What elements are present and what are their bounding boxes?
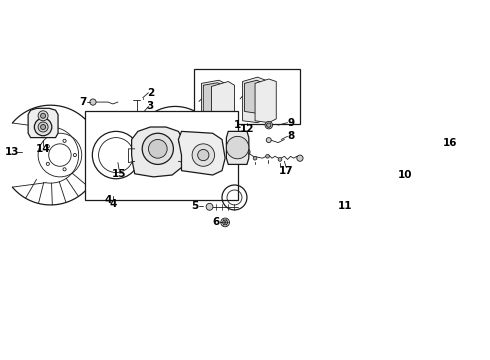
Polygon shape bbox=[211, 81, 235, 123]
Circle shape bbox=[206, 203, 213, 210]
Circle shape bbox=[244, 149, 250, 155]
Text: 8: 8 bbox=[287, 131, 294, 141]
Polygon shape bbox=[255, 79, 276, 123]
Text: 5: 5 bbox=[192, 201, 199, 211]
Text: 6: 6 bbox=[213, 217, 220, 228]
Text: 4: 4 bbox=[104, 195, 112, 205]
Polygon shape bbox=[226, 131, 249, 165]
Circle shape bbox=[142, 133, 173, 165]
Text: 14: 14 bbox=[36, 144, 50, 154]
Circle shape bbox=[267, 123, 271, 127]
Circle shape bbox=[41, 125, 46, 130]
Polygon shape bbox=[118, 121, 155, 158]
Text: 13: 13 bbox=[5, 147, 19, 157]
Polygon shape bbox=[28, 108, 58, 138]
Circle shape bbox=[297, 155, 303, 161]
Text: 7: 7 bbox=[79, 97, 87, 107]
Circle shape bbox=[391, 133, 416, 158]
Circle shape bbox=[226, 136, 249, 159]
Circle shape bbox=[253, 156, 257, 160]
Circle shape bbox=[134, 116, 139, 121]
Circle shape bbox=[148, 139, 167, 158]
Text: 16: 16 bbox=[442, 138, 457, 148]
Circle shape bbox=[123, 126, 150, 153]
Circle shape bbox=[38, 111, 48, 121]
Circle shape bbox=[90, 99, 96, 105]
Circle shape bbox=[128, 131, 145, 148]
Circle shape bbox=[265, 121, 272, 129]
Polygon shape bbox=[201, 80, 225, 123]
Text: 1: 1 bbox=[234, 120, 241, 130]
Circle shape bbox=[41, 113, 46, 118]
Text: 12: 12 bbox=[240, 124, 254, 134]
Text: 11: 11 bbox=[338, 201, 353, 211]
Circle shape bbox=[34, 118, 52, 136]
Text: 15: 15 bbox=[112, 169, 126, 179]
Polygon shape bbox=[178, 131, 225, 175]
Circle shape bbox=[222, 220, 228, 225]
Circle shape bbox=[133, 136, 140, 143]
Polygon shape bbox=[203, 83, 222, 113]
Circle shape bbox=[197, 149, 209, 161]
Text: 4: 4 bbox=[109, 199, 117, 209]
Polygon shape bbox=[391, 123, 416, 171]
Polygon shape bbox=[132, 127, 185, 177]
Bar bbox=[194, 69, 300, 124]
Text: 9: 9 bbox=[287, 118, 294, 128]
Circle shape bbox=[278, 158, 282, 161]
Circle shape bbox=[38, 122, 48, 132]
Circle shape bbox=[221, 218, 229, 227]
Polygon shape bbox=[245, 80, 263, 113]
Text: 17: 17 bbox=[279, 166, 294, 176]
Circle shape bbox=[266, 138, 271, 143]
Text: 2: 2 bbox=[147, 88, 154, 98]
Text: 10: 10 bbox=[397, 170, 412, 180]
Circle shape bbox=[192, 144, 215, 166]
Circle shape bbox=[349, 203, 356, 210]
Bar bbox=[85, 112, 238, 200]
Polygon shape bbox=[243, 77, 266, 123]
Circle shape bbox=[266, 154, 270, 158]
Text: 3: 3 bbox=[147, 102, 154, 112]
